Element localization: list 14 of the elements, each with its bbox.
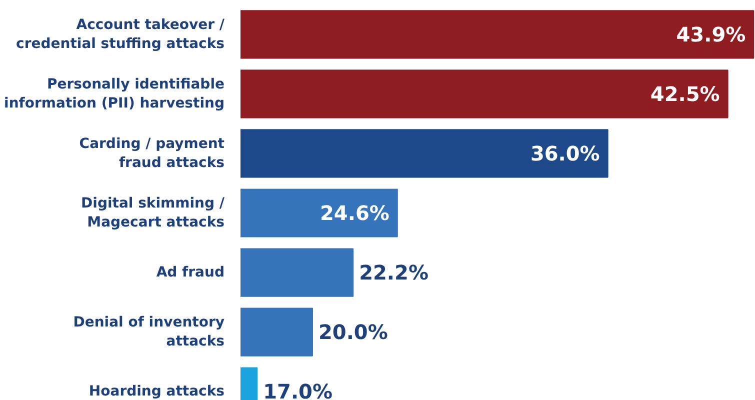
data-label: 17.0% [263, 380, 333, 400]
y-tick-label: Ad fraud [156, 264, 225, 281]
y-tick-label: Carding / payment fraud attacks [79, 136, 225, 172]
data-label: 22.2% [359, 260, 428, 285]
y-tick-label: Account takeover / credential stuffing attacks [16, 16, 226, 52]
data-label: 36.0% [530, 141, 600, 166]
y-tick-label: Digital skimming / Magecart attacks [81, 195, 226, 231]
data-label: 20.0% [318, 320, 388, 344]
y-tick-label: Hoarding attacks [88, 384, 225, 400]
y-tick-label: Personally identifiable information (PII) harvesting [4, 76, 225, 112]
data-label: 42.5% [650, 82, 720, 106]
data-label: 24.6% [320, 201, 390, 225]
y-tick-label: Denial of inventory attacks [73, 314, 225, 350]
data-label: 43.9% [676, 22, 746, 46]
